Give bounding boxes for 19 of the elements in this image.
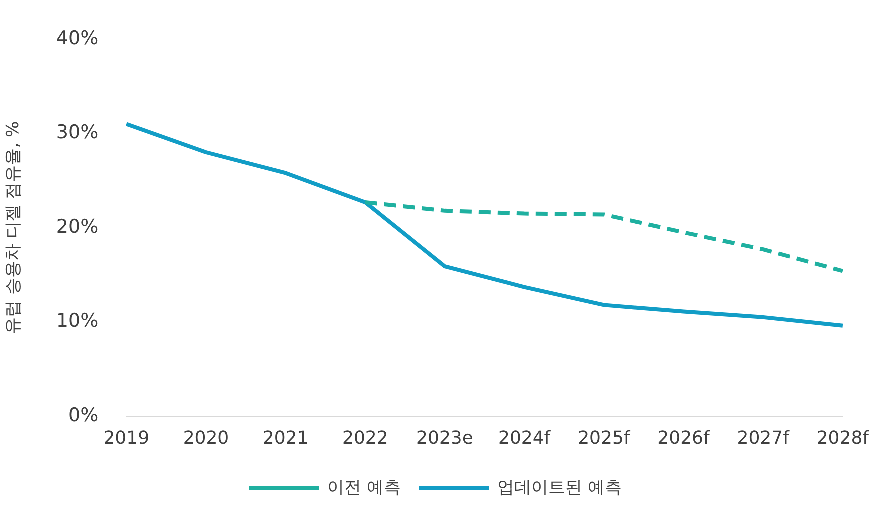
legend-label: 이전 예측 xyxy=(328,478,401,498)
y-tick-label: 30% xyxy=(56,122,99,144)
x-tick-label: 2024f xyxy=(498,428,552,449)
x-tick-label: 2019 xyxy=(104,428,150,449)
y-tick-label: 40% xyxy=(56,27,99,50)
legend-label: 업데이트된 예측 xyxy=(498,478,622,498)
y-tick-label: 10% xyxy=(56,310,99,332)
line-series xyxy=(363,200,845,274)
x-tick-label: 2028f xyxy=(816,428,870,449)
x-tick-label: 2025f xyxy=(578,428,631,449)
x-tick-label: 2026f xyxy=(658,428,710,449)
x-tick-label: 2023e xyxy=(416,428,474,449)
y-tick-label: 20% xyxy=(56,216,99,238)
x-tick-label: 2021 xyxy=(262,428,309,449)
y-axis-title: 유럽 승용차 디젤 점유율, % xyxy=(4,121,24,334)
x-tick-label: 2027f xyxy=(737,428,790,449)
y-tick-label: 0% xyxy=(68,404,99,426)
x-tick-label: 2020 xyxy=(183,428,230,449)
x-tick-label: 2022 xyxy=(342,428,388,449)
